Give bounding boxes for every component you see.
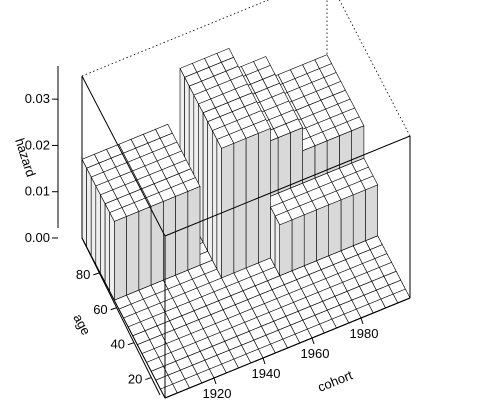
surface-wall — [150, 201, 164, 286]
z-tick-label: 0.01 — [25, 184, 50, 199]
y-tick-label: 80 — [76, 267, 90, 282]
y-tick-label: 20 — [128, 372, 142, 387]
surface-wall — [95, 185, 101, 274]
surface-wall — [274, 215, 281, 276]
y-tick-mark — [110, 307, 117, 311]
surface-wall — [212, 130, 218, 270]
x-axis-label: cohort — [316, 367, 355, 395]
surface-wall — [279, 219, 293, 277]
surface-wall — [90, 176, 97, 265]
box-edge-front-6 — [81, 237, 166, 399]
y-tick-mark — [127, 342, 135, 346]
x-tick-label: 1980 — [350, 326, 379, 341]
surface-wall — [81, 159, 87, 248]
surface-wall — [138, 206, 152, 291]
box-edge-back-1 — [81, 0, 270, 77]
y-axis-label: age — [70, 311, 93, 337]
z-tick-label: 0.02 — [25, 137, 50, 152]
surface-wall — [270, 206, 276, 268]
surface-wall — [340, 194, 354, 252]
x-tick-label: 1920 — [203, 386, 232, 401]
surface-wall — [328, 199, 342, 257]
surface-wall — [365, 184, 379, 242]
surface-wall — [303, 209, 317, 267]
box-edge-front-3 — [164, 135, 411, 237]
surface-wall — [202, 112, 208, 252]
surface-wall — [114, 216, 127, 301]
surface-wall — [352, 189, 366, 247]
y-tick-mark — [93, 272, 100, 276]
x-ticks: 1920 1940 1960 1980 — [203, 317, 379, 401]
x-tick-mark — [213, 377, 217, 385]
x-tick-mark — [262, 357, 266, 365]
surface-wall — [126, 211, 140, 296]
surface-mesh — [81, 48, 411, 399]
surface-wall — [104, 203, 110, 292]
y-tick-label: 40 — [111, 337, 125, 352]
surface-wall — [175, 191, 189, 276]
surface-wall — [187, 186, 201, 271]
surface-wall — [316, 204, 330, 262]
x-tick-mark — [311, 337, 315, 345]
x-axis-line — [164, 297, 411, 399]
z-tick-label: 0.00 — [25, 230, 50, 245]
x-tick-label: 1940 — [252, 366, 281, 381]
z-tick-label: 0.03 — [25, 91, 50, 106]
surface-wall — [290, 127, 303, 189]
surface-wall — [207, 121, 213, 261]
x-tick-mark — [360, 317, 364, 325]
x-tick-label: 1960 — [301, 346, 330, 361]
bounding-box-front — [81, 75, 411, 399]
surface-wall — [291, 214, 305, 272]
y-tick-label: 60 — [93, 302, 107, 317]
y-ticks: 20 40 60 80 — [76, 267, 152, 387]
z-ticks: 0.00 0.01 0.02 0.03 — [25, 91, 58, 245]
y-axis-line — [81, 237, 161, 396]
box-edge-front-4 — [81, 75, 166, 237]
y-tick-mark — [145, 377, 152, 381]
surface-wall — [100, 194, 106, 283]
surface-wall — [86, 168, 92, 256]
surface-wall — [277, 132, 291, 194]
surface-wall — [216, 139, 222, 279]
surface-wall — [109, 212, 115, 301]
